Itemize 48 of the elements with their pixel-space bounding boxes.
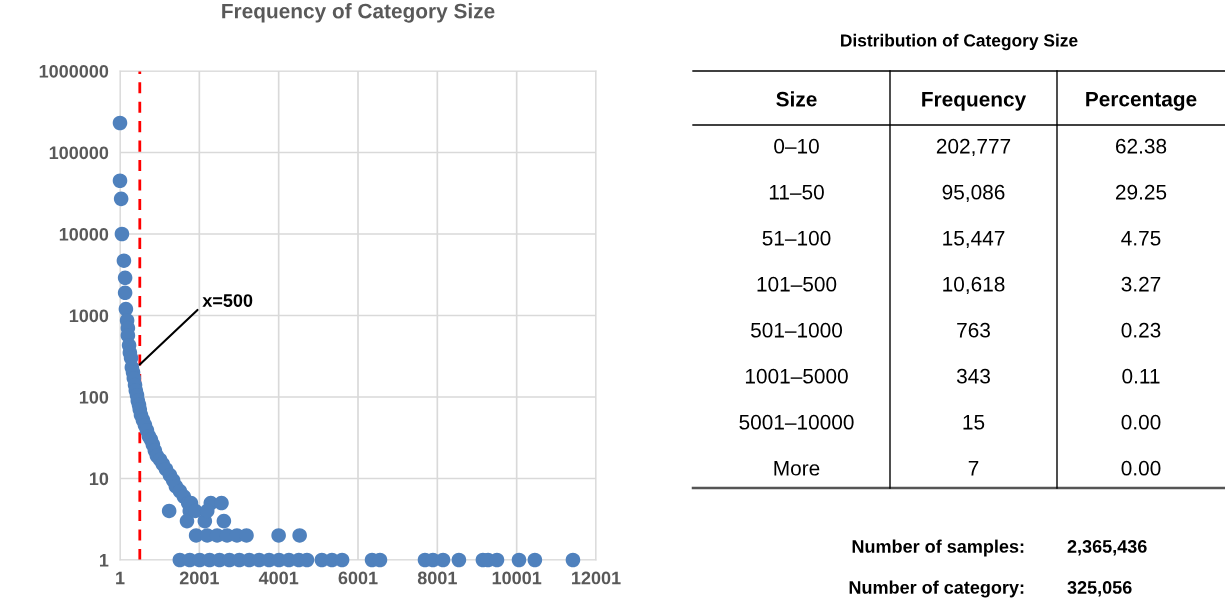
data-label: 0.11 (1122, 368, 1160, 384)
category-label: 0–10 (774, 138, 819, 154)
text: Distribution of Category Size (841, 33, 1078, 51)
category-label: 51–100 (762, 230, 831, 246)
category-label: 1001–5000 (745, 368, 848, 384)
data-label: 763 (957, 322, 990, 338)
chart-title: Frequency of Category Size (222, 3, 495, 23)
x-tick-label: 1 (116, 571, 125, 585)
y-tick-label: 1000000 (39, 64, 109, 78)
text: Number of category: (849, 580, 1024, 598)
data-label: 0.00 (1121, 414, 1161, 430)
data-label: 0.23 (1121, 322, 1161, 338)
y-tick-label: 100 (79, 390, 109, 404)
x-tick-label: 8001 (417, 571, 457, 585)
category-label: 11–50 (769, 184, 824, 200)
x-tick-label: 10001 (492, 571, 542, 585)
category-label: More (774, 461, 820, 476)
category-label: 5001–10000 (739, 414, 854, 430)
y-tick-label: 1000 (69, 309, 109, 323)
data-label: 15,447 (943, 231, 1005, 249)
text: Percentage (1086, 91, 1197, 111)
data-label: 4.75 (1121, 231, 1161, 246)
category-label: 101–500 (757, 276, 837, 292)
data-label: 7 (968, 461, 979, 476)
category-label: 501–1000 (750, 322, 843, 338)
data-label: 95,086 (942, 184, 1005, 203)
y-tick-label: 100000 (49, 146, 109, 160)
data-label: 62.38 (1115, 138, 1167, 154)
x-tick-label: 2001 (179, 571, 219, 585)
data-label: 10,618 (943, 276, 1005, 295)
data-label: 0.00 (1121, 460, 1161, 476)
x-tick-label: 12001 (572, 571, 621, 585)
data-label: 15 (963, 415, 985, 430)
x-tick-label: 4001 (258, 571, 299, 585)
data-label: 202,777 (936, 138, 1011, 157)
data-label: 343 (956, 368, 990, 384)
text: 2,365,436 (1067, 540, 1147, 556)
text: Frequency (922, 92, 1027, 111)
data-label: 3.27 (1121, 276, 1161, 292)
data-label: 29.25 (1115, 184, 1167, 200)
y-tick-label: 10 (89, 472, 109, 486)
text: 325,056 (1067, 581, 1132, 597)
y-tick-label: 1 (99, 554, 109, 567)
text: Number of samples: (852, 539, 1024, 557)
x-tick-label: 6001 (338, 571, 378, 585)
y-tick-label: 10000 (59, 227, 109, 241)
ref-line-label: x=500 (202, 294, 253, 307)
text: Size (776, 91, 817, 107)
